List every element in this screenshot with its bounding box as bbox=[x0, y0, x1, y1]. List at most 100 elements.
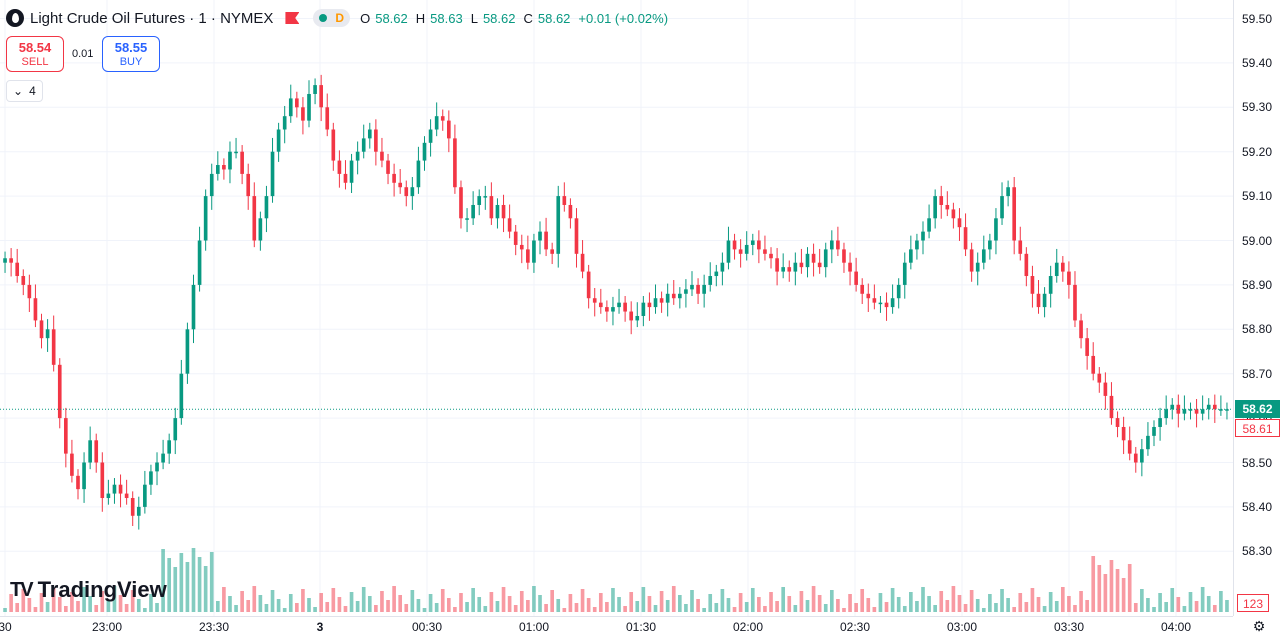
candle-body bbox=[1115, 418, 1120, 427]
candle-body bbox=[1158, 418, 1162, 427]
volume-bar bbox=[507, 596, 512, 612]
candle-body bbox=[902, 262, 907, 285]
volume-bar bbox=[659, 591, 664, 612]
candle-body bbox=[726, 240, 731, 263]
time-label: 01:30 bbox=[625, 620, 657, 634]
candle-body bbox=[896, 284, 901, 299]
market-open-dot bbox=[319, 14, 328, 22]
candle-body bbox=[1109, 395, 1114, 419]
volume-bar bbox=[82, 587, 86, 612]
candle-body bbox=[70, 453, 74, 476]
volume-bar bbox=[781, 587, 786, 612]
symbol-title[interactable]: Light Crude Oil Futures · 1 · NYMEX bbox=[30, 9, 274, 27]
price-label: 58.70 bbox=[1242, 366, 1273, 381]
candlestick-chart[interactable] bbox=[0, 0, 1233, 616]
candle-body bbox=[969, 249, 974, 272]
volume-bar bbox=[288, 594, 293, 612]
flag-icon[interactable] bbox=[285, 12, 300, 24]
candle-body bbox=[933, 196, 937, 219]
gear-icon[interactable]: ⚙ bbox=[1252, 618, 1266, 634]
candle-body bbox=[1206, 404, 1211, 410]
candle-body bbox=[805, 253, 810, 268]
volume-bar bbox=[1054, 601, 1059, 612]
volume-bar bbox=[702, 608, 706, 612]
volume-bar bbox=[872, 607, 877, 612]
volume-bar bbox=[690, 590, 694, 612]
volume-bar bbox=[787, 596, 792, 612]
volume-bar bbox=[568, 594, 573, 612]
chart-plot-area[interactable] bbox=[0, 0, 1233, 616]
candle-body bbox=[775, 258, 779, 272]
volume-bar bbox=[398, 595, 403, 612]
volume-bar bbox=[1182, 606, 1187, 612]
volume-bar bbox=[580, 589, 585, 612]
candle-body bbox=[264, 196, 269, 219]
candle-body bbox=[343, 173, 348, 183]
candle-body bbox=[793, 262, 798, 272]
time-label: 02:00 bbox=[732, 620, 764, 634]
candle-body bbox=[757, 240, 761, 250]
candle-body bbox=[556, 196, 561, 254]
tradingview-watermark: TV TradingView bbox=[10, 577, 167, 603]
candle-body bbox=[106, 493, 111, 499]
buy-button[interactable]: 58.55 BUY bbox=[102, 36, 160, 72]
volume-bar bbox=[981, 608, 986, 612]
market-status[interactable]: D bbox=[313, 9, 351, 27]
price-label: 58.30 bbox=[1242, 544, 1273, 559]
volume-bar bbox=[684, 604, 688, 612]
sell-button[interactable]: 58.54 SELL bbox=[6, 36, 64, 72]
chevron-down-icon: ⌄ bbox=[13, 84, 24, 98]
candle-body bbox=[392, 173, 396, 183]
tradingview-logo-icon: TV bbox=[10, 578, 34, 601]
volume-bar bbox=[88, 596, 92, 612]
volume-bar bbox=[951, 586, 956, 612]
candle-body bbox=[325, 107, 330, 130]
volume-bar bbox=[969, 590, 974, 612]
indicators-toggle-button[interactable]: ⌄ 4 bbox=[6, 80, 43, 102]
volume-bar bbox=[422, 608, 427, 612]
candle-body bbox=[592, 298, 597, 303]
price-scale[interactable]: 59.50 59.40 59.30 59.20 59.10 59.00 58.90 58.80… bbox=[1233, 0, 1280, 616]
candle-body bbox=[1030, 276, 1035, 294]
candle-body bbox=[1036, 293, 1041, 308]
volume-bar bbox=[1085, 600, 1089, 612]
volume-bar bbox=[282, 608, 287, 612]
volume-bar bbox=[100, 591, 105, 612]
volume-bar bbox=[39, 593, 44, 612]
candle-body bbox=[64, 418, 68, 454]
volume-bar bbox=[1000, 589, 1004, 612]
volume-bar bbox=[495, 601, 500, 612]
candle-body bbox=[197, 240, 202, 285]
volume-bar bbox=[307, 598, 311, 612]
candle-body bbox=[428, 129, 433, 143]
price-label: 58.90 bbox=[1242, 277, 1273, 292]
volume-bar bbox=[799, 591, 804, 612]
candle-body bbox=[957, 218, 962, 228]
spread-value: 0.01 bbox=[72, 48, 94, 60]
candle-body bbox=[501, 204, 506, 219]
volume-bar bbox=[197, 557, 202, 612]
candle-body bbox=[252, 196, 257, 241]
candle-body bbox=[386, 160, 390, 174]
volume-bar bbox=[817, 595, 822, 612]
candle-body bbox=[690, 284, 694, 290]
candle-body bbox=[367, 129, 372, 139]
price-label: 59.10 bbox=[1242, 189, 1273, 204]
volume-bar bbox=[605, 602, 609, 612]
volume-bar bbox=[1079, 591, 1083, 612]
candle-body bbox=[665, 293, 670, 303]
volume-bar bbox=[696, 599, 700, 612]
sell-label: SELL bbox=[21, 56, 49, 68]
candle-body bbox=[1006, 187, 1010, 197]
time-scale[interactable]: 30 23:00 23:30 3 00:30 01:00 01:30 02:00 02:30 03… bbox=[0, 616, 1233, 636]
candle-body bbox=[641, 302, 646, 316]
candle-body bbox=[155, 462, 159, 472]
candle-body bbox=[380, 151, 384, 161]
candle-body bbox=[787, 267, 792, 272]
candle-body bbox=[1018, 240, 1023, 254]
candle-body bbox=[823, 249, 828, 268]
volume-bar bbox=[532, 586, 536, 612]
candle-body bbox=[1146, 435, 1150, 450]
candle-body bbox=[434, 116, 439, 130]
volume-bar bbox=[355, 601, 360, 612]
